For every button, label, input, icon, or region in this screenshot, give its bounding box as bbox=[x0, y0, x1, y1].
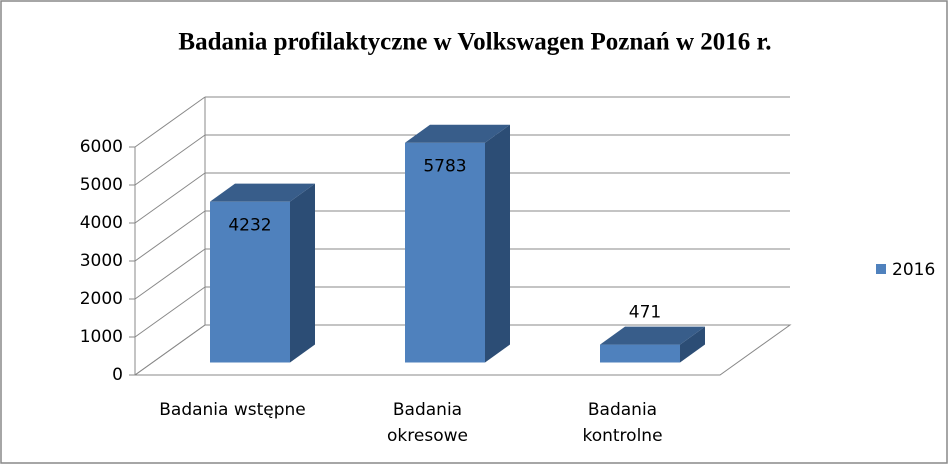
grid-line bbox=[134, 286, 206, 338]
x-tick-label: Badania wstępne bbox=[159, 400, 306, 420]
grid-line bbox=[134, 172, 206, 224]
grid-line bbox=[134, 324, 206, 376]
bar-front bbox=[405, 142, 485, 363]
bar-top bbox=[210, 183, 315, 202]
bar-top bbox=[405, 124, 510, 143]
bar-side bbox=[680, 326, 705, 363]
x-tick-label: Badania okresowe bbox=[387, 400, 468, 446]
bar-side bbox=[485, 124, 510, 363]
x-tick-label: Badania kontrolne bbox=[582, 400, 663, 446]
y-tick-label: 4000 bbox=[80, 213, 123, 233]
chart-title: Badania profilaktyczne w Volkswagen Pozn… bbox=[178, 29, 771, 56]
data-label: 5783 bbox=[423, 157, 466, 177]
grid-line bbox=[134, 248, 206, 300]
y-tick-label: 5000 bbox=[80, 175, 123, 195]
legend-swatch bbox=[876, 264, 886, 274]
y-tick-label: 6000 bbox=[80, 137, 123, 157]
legend-label: 2016 bbox=[892, 260, 935, 280]
y-tick-label: 0 bbox=[112, 365, 123, 385]
data-label: 4232 bbox=[228, 216, 271, 236]
y-tick-label: 2000 bbox=[80, 289, 123, 309]
grid-line bbox=[134, 96, 206, 148]
bar-top bbox=[600, 326, 705, 345]
bar-front bbox=[600, 344, 680, 363]
y-tick-label: 3000 bbox=[80, 251, 123, 271]
grid-line bbox=[134, 210, 206, 262]
bar-front bbox=[210, 201, 290, 363]
grid-line bbox=[134, 134, 206, 186]
bar-side bbox=[290, 183, 315, 363]
data-label: 471 bbox=[629, 303, 661, 323]
y-tick-label: 1000 bbox=[80, 327, 123, 347]
